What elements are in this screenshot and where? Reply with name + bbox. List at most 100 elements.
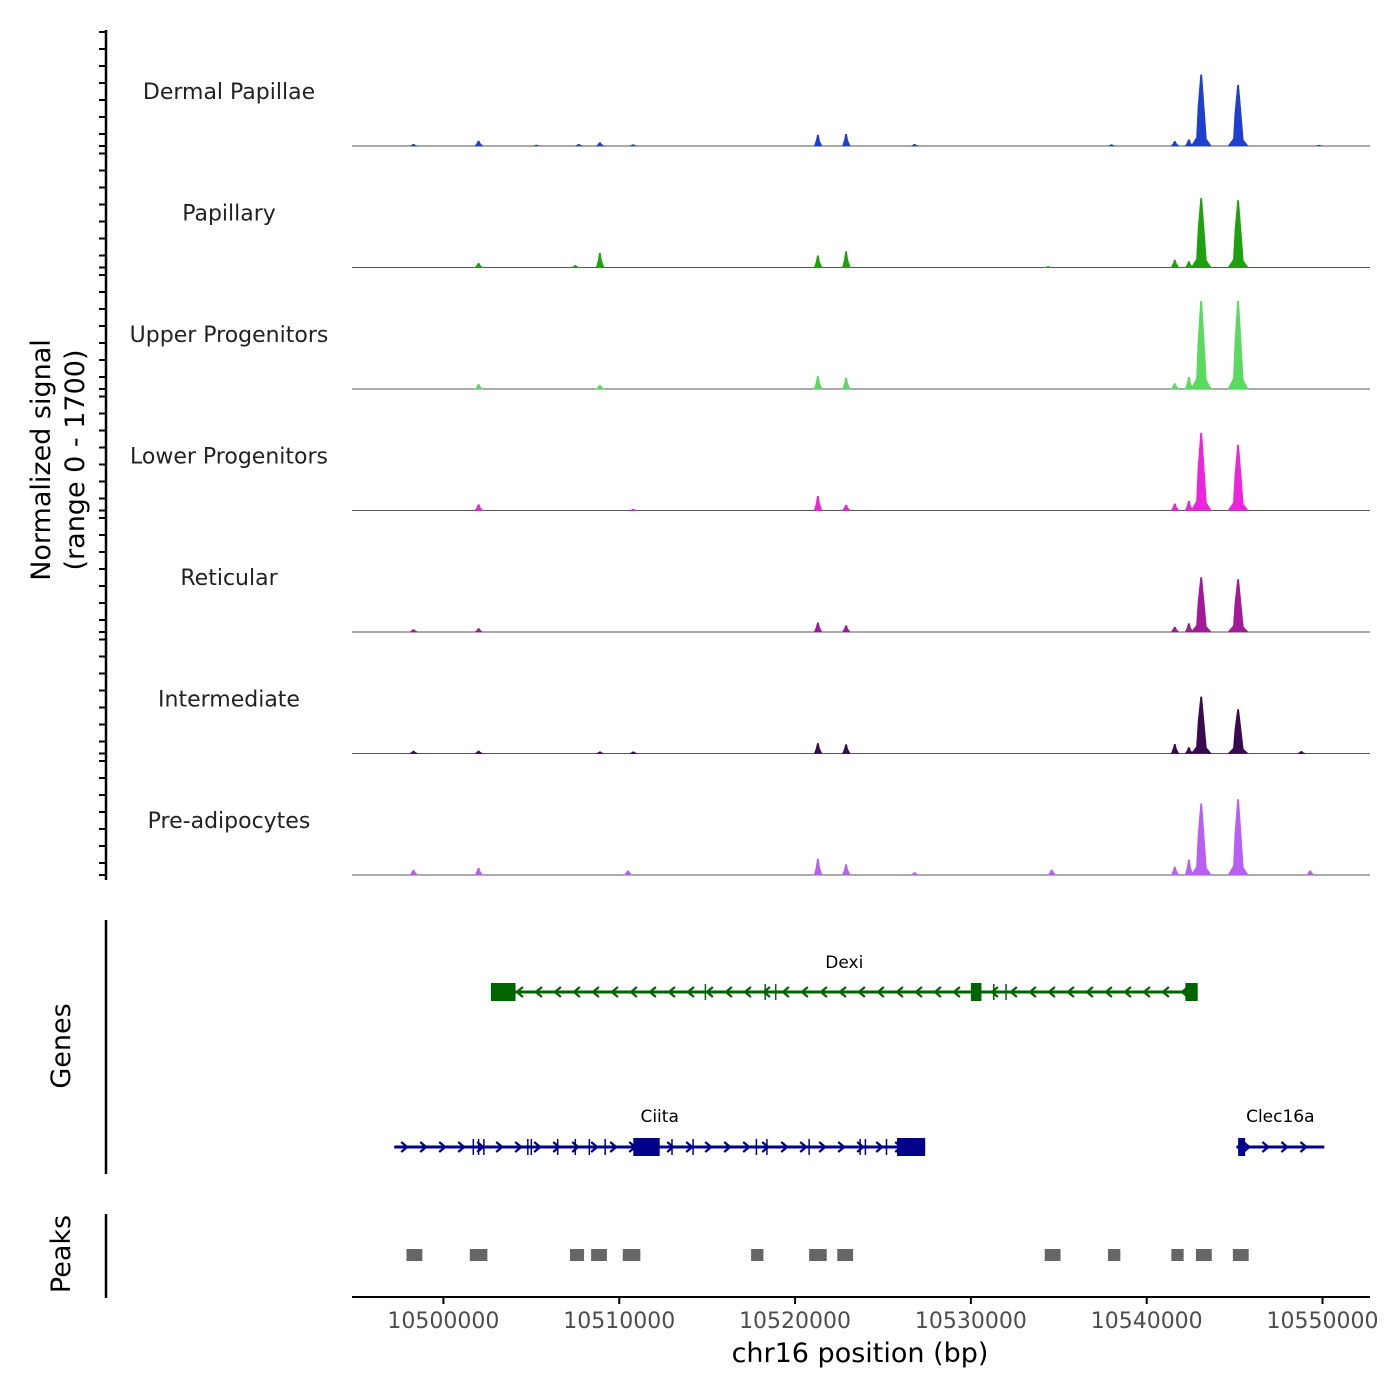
signal-peak	[595, 142, 605, 147]
strand-arrow	[990, 986, 999, 998]
exon-block	[1185, 983, 1198, 1001]
strand-arrow	[1280, 1141, 1290, 1153]
signal-peak	[1190, 300, 1212, 390]
signal-peak	[1227, 84, 1249, 147]
strand-arrow	[856, 1141, 865, 1153]
strand-arrow	[800, 986, 809, 998]
strand-arrow	[457, 1141, 466, 1153]
signal-peak	[1227, 799, 1249, 876]
signal-peak	[841, 504, 851, 511]
strand-arrow	[952, 986, 961, 998]
signal-peak	[841, 625, 851, 633]
peak-region	[1195, 1249, 1212, 1261]
genes-panel-title: Genes	[46, 1003, 77, 1088]
strand-arrow	[743, 986, 752, 998]
strand-arrow	[686, 986, 695, 998]
signal-peak	[813, 743, 823, 754]
signal-peak	[813, 496, 823, 511]
signal-peak	[408, 869, 419, 876]
gene-model: Ciita	[394, 1107, 926, 1156]
signal-peak	[1184, 623, 1194, 633]
strand-arrow	[933, 986, 942, 998]
strand-arrow	[610, 986, 619, 998]
strand-arrow	[724, 986, 733, 998]
signal-peak	[813, 376, 823, 390]
strand-arrow	[609, 1141, 618, 1153]
coverage-track: Reticular	[180, 566, 1370, 633]
signal-peak	[1190, 696, 1212, 754]
signal-peak	[813, 134, 823, 147]
signal-peak	[1169, 383, 1180, 390]
strand-arrow	[1047, 986, 1056, 998]
peak-region	[570, 1249, 585, 1261]
signal-axis-title-line2: (range 0 - 1700)	[60, 350, 91, 571]
signal-peak	[1107, 144, 1116, 147]
coverage-track: Dermal Papillae	[143, 74, 1370, 147]
strand-arrow	[400, 1141, 409, 1153]
signal-peak	[595, 253, 605, 268]
strand-arrow	[553, 986, 562, 998]
peak-region	[837, 1249, 854, 1261]
signal-peak	[1190, 577, 1212, 633]
signal-peak	[813, 858, 823, 876]
strand-arrow	[1085, 986, 1094, 998]
strand-arrow	[514, 1141, 523, 1153]
peak-region	[591, 1249, 607, 1261]
strand-arrow	[819, 986, 828, 998]
gene-label: Dexi	[825, 953, 863, 973]
signal-peak	[1227, 444, 1249, 511]
peak-regions	[406, 1249, 1249, 1261]
signal-peak	[473, 868, 484, 876]
x-axis-ticks: 10500000 10510000 10520000 10530000 10540000…	[387, 1297, 1379, 1334]
strand-arrow	[895, 986, 904, 998]
signal-peak	[1227, 579, 1249, 633]
signal-peak	[1170, 503, 1180, 511]
strand-arrow	[762, 986, 771, 998]
track-label: Intermediate	[158, 688, 300, 713]
signal-peak	[409, 750, 419, 754]
strand-arrow	[1261, 1141, 1271, 1153]
signal-peak	[595, 751, 605, 754]
exon-block	[490, 983, 516, 1001]
strand-arrow	[591, 986, 600, 998]
strand-arrow	[914, 986, 923, 998]
x-tick-label: 10550000	[1267, 1309, 1379, 1334]
exon-block	[633, 1138, 660, 1156]
signal-peak	[1170, 259, 1180, 268]
signal-peak	[473, 504, 484, 511]
gene-label: Ciita	[640, 1107, 678, 1127]
coverage-track: Intermediate	[158, 688, 1370, 754]
signal-peak	[1190, 74, 1212, 147]
signal-peak	[532, 144, 541, 147]
strand-arrow	[667, 986, 676, 998]
strand-arrow	[515, 986, 524, 998]
strand-arrow	[629, 986, 638, 998]
signal-peak	[1227, 200, 1249, 268]
strand-arrow	[495, 1141, 504, 1153]
coverage-track: Lower Progenitors	[130, 432, 1370, 511]
strand-arrow	[838, 986, 847, 998]
signal-peak	[841, 864, 851, 876]
signal-peak	[1170, 744, 1180, 754]
strand-arrow	[704, 1141, 713, 1153]
signal-peak	[841, 134, 851, 147]
exon-block	[1238, 1138, 1246, 1156]
signal-peak	[473, 263, 484, 268]
coverage-tracks: Dermal Papillae Papillary Upper Progenitor…	[130, 74, 1370, 876]
peak-region	[751, 1249, 764, 1261]
x-tick-label: 10520000	[739, 1309, 851, 1334]
signal-peak	[574, 144, 583, 147]
strand-arrow	[572, 986, 581, 998]
signal-peak	[1227, 300, 1249, 390]
signal-peak	[1190, 803, 1212, 876]
signal-peak	[1227, 709, 1249, 754]
strand-arrow	[742, 1141, 751, 1153]
track-label: Papillary	[182, 202, 276, 227]
strand-arrow	[1028, 986, 1037, 998]
strand-arrow	[438, 1141, 447, 1153]
track-label: Reticular	[180, 566, 278, 591]
signal-peak	[1184, 859, 1194, 876]
signal-peak	[813, 255, 823, 268]
strand-arrow	[761, 1141, 770, 1153]
